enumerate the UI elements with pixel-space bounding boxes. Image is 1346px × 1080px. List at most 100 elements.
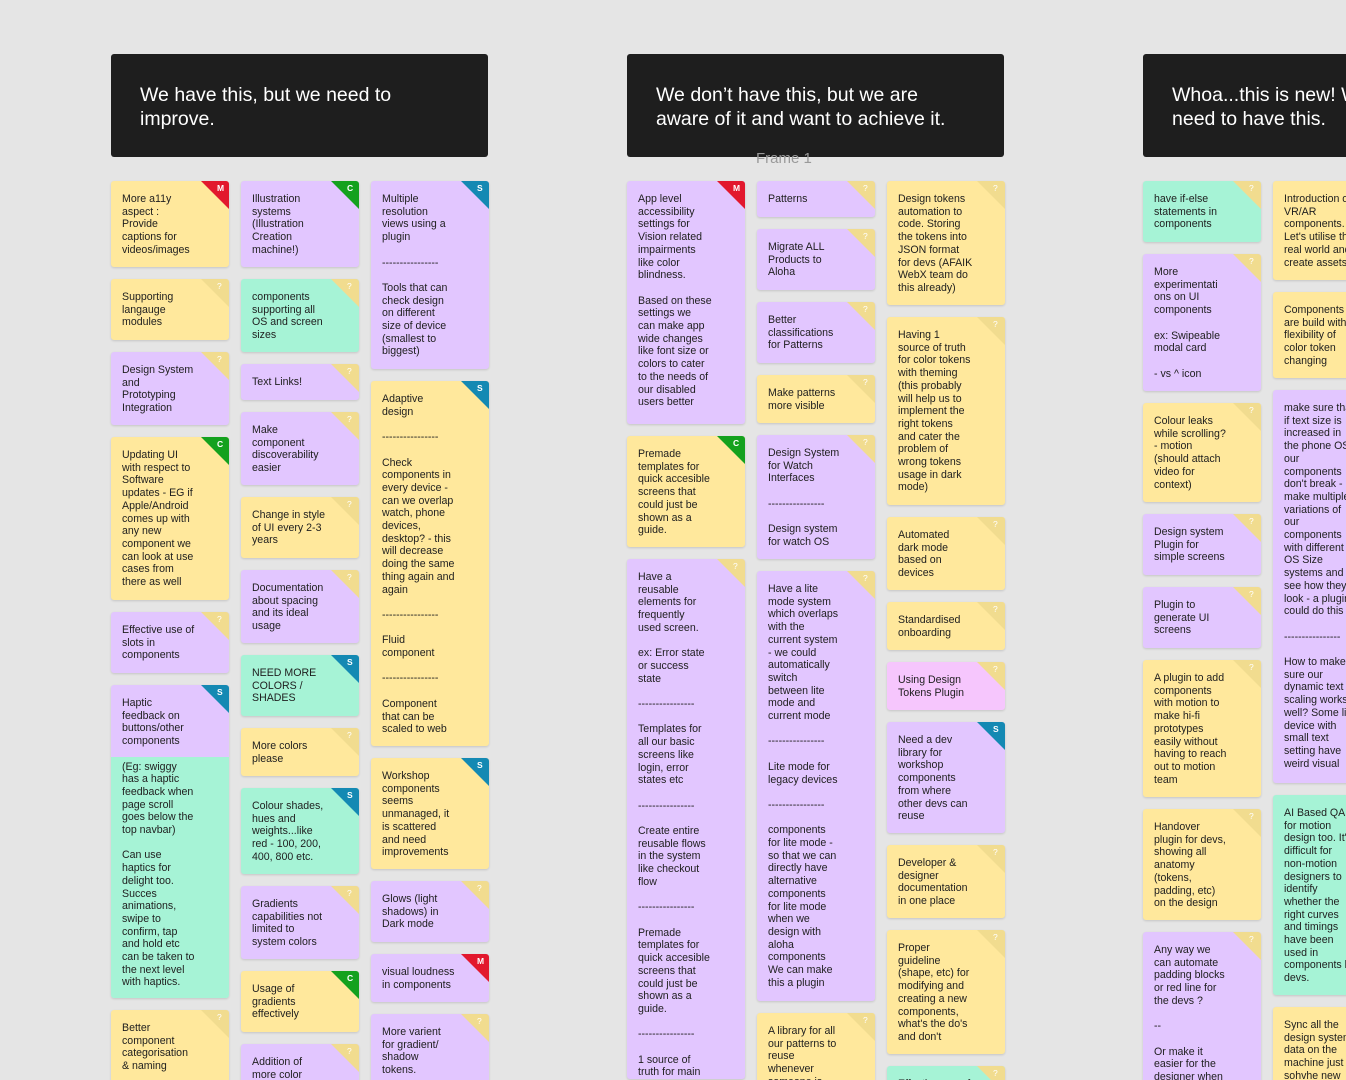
sticky-note[interactable]: Better classifications for Patterns? [757, 302, 875, 363]
sticky-note-text: Glows (light shadows) in Dark mode [382, 893, 439, 931]
sticky-note[interactable]: Design tokens automation to code. Storin… [887, 181, 1005, 305]
sticky-note[interactable]: components supporting all OS and screen … [241, 279, 359, 352]
priority-tag-icon: ? [977, 317, 1005, 345]
sticky-note[interactable]: Proper guideline (shape, etc) for modify… [887, 930, 1005, 1054]
priority-tag-label: ? [477, 883, 482, 893]
sticky-note-text: Premade templates for quick accesible sc… [638, 448, 710, 537]
sticky-note[interactable]: More colors please? [241, 728, 359, 776]
sticky-note[interactable]: Need a dev library for workshop componen… [887, 722, 1005, 833]
priority-tag-icon: ? [977, 181, 1005, 209]
sticky-note[interactable]: A library for all our patterns to reuse … [757, 1013, 875, 1080]
sticky-note[interactable]: Haptic feedback on buttons/other compone… [111, 685, 229, 998]
sticky-note[interactable]: Make patterns more visible? [757, 375, 875, 423]
sticky-note[interactable]: Developer & designer documentation in on… [887, 845, 1005, 918]
sticky-note[interactable]: Design system Plugin for simple screens? [1143, 514, 1261, 575]
priority-tag-icon: ? [1233, 809, 1261, 837]
sticky-note-text: Supporting langauge modules [122, 291, 174, 329]
sticky-note[interactable]: Colour leaks while scrolling? - motion (… [1143, 403, 1261, 502]
sticky-note[interactable]: App level accessibility settings for Vis… [627, 181, 745, 424]
priority-tag-label: S [477, 183, 483, 193]
sticky-note[interactable]: Updating UI with respect to Software upd… [111, 437, 229, 600]
sticky-note[interactable]: Multiple resolution views using a plugin… [371, 181, 489, 369]
priority-tag-icon: S [461, 758, 489, 786]
sticky-note[interactable]: make sure that if text size is increased… [1273, 390, 1346, 783]
sticky-note[interactable]: Have a reusable elements for frequently … [627, 559, 745, 1079]
sticky-note[interactable]: Workshop components seems unmanaged, it … [371, 758, 489, 869]
sticky-note[interactable]: Handover plugin for devs, showing all an… [1143, 809, 1261, 920]
sticky-note[interactable]: Sync all the design system data on the m… [1273, 1007, 1346, 1080]
sticky-note-text: Effective use of slots in components [122, 624, 195, 662]
sticky-note[interactable]: Text Links!? [241, 364, 359, 400]
sticky-note[interactable]: Any way we can automate padding blocks o… [1143, 932, 1261, 1080]
sticky-note-text: Change in style of UI every 2-3 years [252, 509, 326, 547]
priority-tag-icon: ? [977, 602, 1005, 630]
priority-tag-label: S [347, 790, 353, 800]
sticky-note[interactable]: Premade templates for quick accesible sc… [627, 436, 745, 547]
sticky-note[interactable]: Effective use of slots in components? [111, 612, 229, 673]
sticky-note[interactable]: More experimentati ons on UI components … [1143, 254, 1261, 391]
priority-tag-icon: ? [847, 571, 875, 599]
sticky-note[interactable]: NEED MORE COLORS / SHADES S [241, 655, 359, 716]
sticky-note[interactable]: More varient for gradient/ shadow tokens… [371, 1014, 489, 1080]
priority-tag-label: S [217, 687, 223, 697]
sticky-note-text: More experimentati ons on UI components … [1154, 266, 1220, 380]
priority-tag-label: C [217, 439, 224, 449]
sticky-note[interactable]: Have a lite mode system which overlaps w… [757, 571, 875, 1001]
priority-tag-label: ? [1249, 256, 1254, 266]
sticky-note[interactable]: Documentation about spacing and its idea… [241, 570, 359, 643]
sticky-note[interactable]: Change in style of UI every 2-3 years? [241, 497, 359, 558]
sticky-note[interactable]: Better component categorisation & naming… [111, 1010, 229, 1080]
priority-tag-icon: ? [331, 570, 359, 598]
sticky-note-text: Text Links! [252, 376, 303, 388]
sticky-note[interactable]: Colour shades, hues and weights...like r… [241, 788, 359, 874]
sticky-note[interactable]: Design System for Watch Interfaces -----… [757, 435, 875, 559]
sticky-note[interactable]: Design System and Prototyping Integratio… [111, 352, 229, 425]
sticky-note[interactable]: Patterns? [757, 181, 875, 217]
sticky-note[interactable]: Gradients capabilities not limited to sy… [241, 886, 359, 959]
sticky-note[interactable]: A plugin to add components with motion t… [1143, 660, 1261, 797]
priority-tag-label: ? [993, 319, 998, 329]
sticky-note[interactable]: Plugin to generate UI screens? [1143, 587, 1261, 648]
priority-tag-icon: ? [977, 930, 1005, 958]
sticky-note[interactable]: Adaptive design ---------------- Check c… [371, 381, 489, 746]
priority-tag-label: ? [993, 519, 998, 529]
sticky-note[interactable]: Supporting langauge modules? [111, 279, 229, 340]
sticky-note[interactable]: have if-else statements in components? [1143, 181, 1261, 242]
sticky-note[interactable]: Usage of gradients effectively C [241, 971, 359, 1032]
priority-tag-icon: ? [1233, 587, 1261, 615]
sticky-column-1: More a11y aspect : Provide captions for … [111, 181, 229, 1080]
priority-tag-label: ? [347, 414, 352, 424]
sticky-note[interactable]: Having 1 source of truth for color token… [887, 317, 1005, 505]
sticky-note-text: Any way we can automate padding blocks o… [1154, 944, 1225, 1080]
priority-tag-label: M [217, 183, 225, 193]
sticky-note-text: Effective use of [898, 1078, 995, 1080]
priority-tag-icon: S [461, 381, 489, 409]
sticky-note[interactable]: Glows (light shadows) in Dark mode? [371, 881, 489, 942]
sticky-note[interactable]: Components are build with flexibility of… [1273, 292, 1346, 378]
sticky-note-text: NEED MORE COLORS / SHADES [252, 667, 317, 705]
sticky-note[interactable]: Illustration systems (Illustration Creat… [241, 181, 359, 267]
priority-tag-icon: M [717, 181, 745, 209]
sticky-note[interactable]: Introduction of VR/AR components. Let's … [1273, 181, 1346, 280]
sticky-column-2: Illustration systems (Illustration Creat… [241, 181, 359, 1080]
sticky-note[interactable]: More a11y aspect : Provide captions for … [111, 181, 229, 267]
sticky-note[interactable]: Addition of more color? [241, 1044, 359, 1080]
sticky-note[interactable]: AI Based QA for motion design too. It's … [1273, 795, 1346, 995]
sticky-column-6: Design tokens automation to code. Storin… [887, 181, 1005, 1080]
priority-tag-label: M [733, 183, 741, 193]
sticky-note-text: Automated dark mode based on devices [898, 529, 950, 580]
sticky-column-5: Patterns? Migrate ALL Products to Aloha? B… [757, 181, 875, 1080]
sticky-note[interactable]: Automated dark mode based on devices? [887, 517, 1005, 590]
sticky-note[interactable]: Effective use of? [887, 1066, 1005, 1080]
sticky-note[interactable]: visual loudness in components M [371, 954, 489, 1002]
sticky-note[interactable]: Using Design Tokens Plugin? [887, 662, 1005, 710]
sticky-note[interactable]: Standardised onboarding? [887, 602, 1005, 650]
sticky-note[interactable]: Make component discoverability easier? [241, 412, 359, 485]
priority-tag-icon: C [331, 971, 359, 999]
column-header-improve: We have this, but we need to improve. [111, 54, 488, 157]
sticky-note[interactable]: Migrate ALL Products to Aloha? [757, 229, 875, 290]
sticky-note-text: Better classifications for Patterns [768, 314, 834, 352]
priority-tag-icon: ? [331, 364, 359, 392]
sticky-note-text: App level accessibility settings for Vis… [638, 193, 712, 409]
